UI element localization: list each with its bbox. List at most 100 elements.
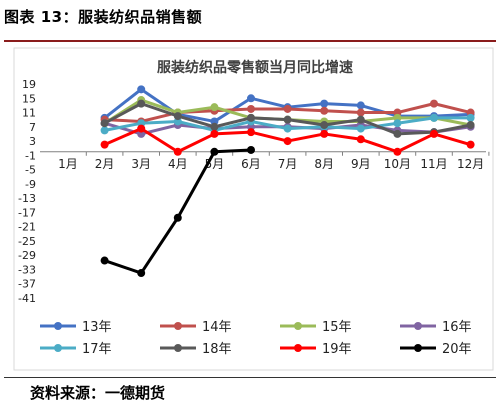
y-tick-label: -25 xyxy=(18,235,36,248)
legend-label: 13年 xyxy=(82,320,112,335)
y-tick-label: -33 xyxy=(18,263,36,276)
data-point xyxy=(356,135,365,144)
legend-item: 20年 xyxy=(400,342,472,357)
legend-swatch-marker xyxy=(54,344,62,352)
data-point xyxy=(393,147,402,156)
data-point xyxy=(100,256,109,265)
data-point xyxy=(100,140,109,149)
data-point xyxy=(210,103,219,112)
data-point xyxy=(356,101,365,110)
data-point xyxy=(100,119,109,128)
y-tick-label: -5 xyxy=(25,164,36,177)
series-18年 xyxy=(100,99,475,138)
x-tick-label: 11月 xyxy=(420,157,447,171)
data-point xyxy=(283,115,292,124)
data-point xyxy=(210,147,219,156)
data-point xyxy=(393,119,402,128)
legend-item: 13年 xyxy=(40,320,112,335)
data-point xyxy=(320,121,329,130)
legend-label: 14年 xyxy=(202,320,232,335)
data-point xyxy=(430,113,438,122)
y-tick-label: -9 xyxy=(25,178,36,191)
data-point xyxy=(430,129,438,138)
series-20年 xyxy=(100,145,255,278)
data-point xyxy=(247,145,255,154)
data-point xyxy=(137,99,146,108)
legend-label: 16年 xyxy=(442,320,472,335)
legend-item: 17年 xyxy=(40,342,112,357)
x-tick-label: 10月 xyxy=(384,157,411,171)
data-point xyxy=(247,104,255,113)
legend-item: 19年 xyxy=(280,342,352,357)
data-point xyxy=(466,121,475,130)
x-tick-label: 9月 xyxy=(351,157,371,171)
data-point xyxy=(210,122,219,131)
x-tick-label: 3月 xyxy=(131,157,151,171)
data-point xyxy=(173,213,182,222)
data-point xyxy=(430,99,438,108)
series-19年 xyxy=(100,124,475,156)
data-point xyxy=(320,106,329,115)
legend-swatch-marker xyxy=(414,344,422,352)
data-point xyxy=(210,129,219,138)
data-point xyxy=(466,140,475,149)
x-tick-label: 6月 xyxy=(241,157,261,171)
data-point xyxy=(283,137,292,146)
series-layer xyxy=(100,85,475,278)
data-point xyxy=(393,129,402,138)
legend-item: 15年 xyxy=(280,320,352,335)
legend-item: 14年 xyxy=(160,320,232,335)
y-tick-label: 11 xyxy=(22,107,36,120)
y-tick-label: -13 xyxy=(18,192,36,205)
legend-swatch-marker xyxy=(414,322,422,330)
figure-caption: 图表 13：服装纺织品销售额 xyxy=(4,8,203,26)
data-point xyxy=(356,124,365,133)
x-tick-label: 8月 xyxy=(314,157,334,171)
data-point xyxy=(173,112,182,121)
legend-swatch-marker xyxy=(54,322,62,330)
x-tick-label: 7月 xyxy=(278,157,298,171)
data-point xyxy=(466,113,475,122)
data-point xyxy=(173,147,182,156)
chart-title: 服装纺织品零售额当月同比增速 xyxy=(157,59,353,76)
legend-label: 20年 xyxy=(442,342,472,357)
data-point xyxy=(247,128,255,137)
data-point xyxy=(356,115,365,124)
data-point xyxy=(283,104,292,113)
data-point xyxy=(283,124,292,133)
y-tick-label: -29 xyxy=(18,249,36,262)
y-tick-label: 19 xyxy=(22,78,36,91)
legend-label: 17年 xyxy=(82,342,112,357)
data-point xyxy=(100,126,109,135)
legend-swatch-marker xyxy=(174,344,182,352)
caption-rule xyxy=(4,40,496,42)
x-tick-label: 2月 xyxy=(95,157,115,171)
legend-label: 15年 xyxy=(322,320,352,335)
legend-item: 18年 xyxy=(160,342,232,357)
y-tick-label: 15 xyxy=(22,92,36,105)
y-tick-label: -17 xyxy=(18,206,36,219)
y-tick-label: -21 xyxy=(18,221,36,234)
legend-label: 19年 xyxy=(322,342,352,357)
data-point xyxy=(137,85,146,94)
data-point xyxy=(247,94,255,103)
legend-swatch-marker xyxy=(294,322,302,330)
y-tick-label: 7 xyxy=(29,121,36,134)
x-tick-label: 12月 xyxy=(457,157,484,171)
y-tick-label: -1 xyxy=(25,149,36,162)
y-tick-label: -37 xyxy=(18,278,36,291)
legend-item: 16年 xyxy=(400,320,472,335)
plot-frame xyxy=(13,47,494,371)
data-point xyxy=(320,99,329,108)
legend-swatch-marker xyxy=(174,322,182,330)
legend: 13年 14年 15年 16年 17年 18年 19年 20年 xyxy=(40,320,472,357)
data-point xyxy=(356,108,365,117)
legend-label: 18年 xyxy=(202,342,232,357)
legend-swatch-marker xyxy=(294,344,302,352)
data-point xyxy=(137,124,146,133)
data-point xyxy=(247,113,255,122)
y-tick-label: 3 xyxy=(29,135,36,148)
y-tick-label: -41 xyxy=(18,292,36,305)
